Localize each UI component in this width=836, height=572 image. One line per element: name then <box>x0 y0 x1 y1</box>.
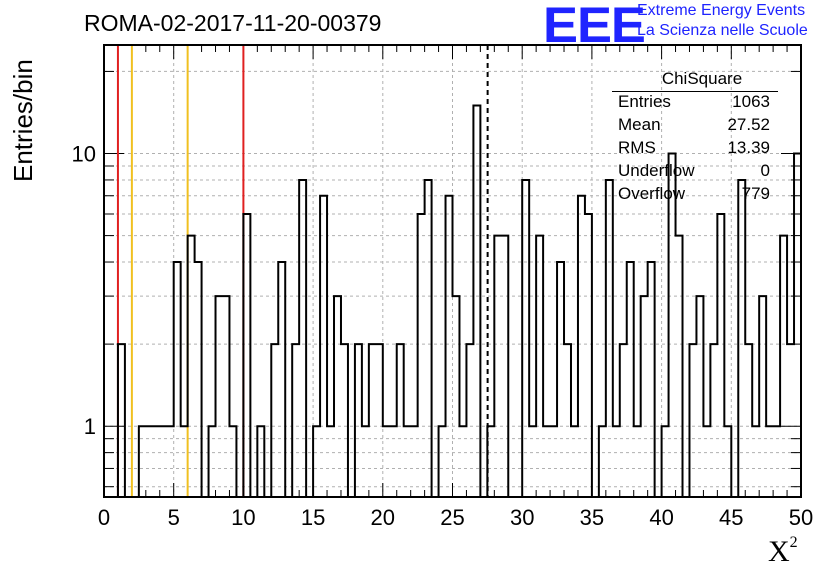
stats-label: Overflow <box>618 184 686 203</box>
logo-line-2: La Scienza nelle Scuole <box>637 22 808 39</box>
tick-labels-layer: 0 5 10 15 20 25 30 35 40 45 50 1 10 <box>72 142 814 530</box>
stats-label: RMS <box>618 138 656 157</box>
histogram-outline <box>104 104 801 498</box>
x-tick-label: 25 <box>440 505 464 530</box>
stats-value: 779 <box>741 184 770 203</box>
stats-value: 13.39 <box>727 138 770 157</box>
stats-row-entries: Entries 1063 <box>612 90 778 113</box>
x-axis-label-superscript: 2 <box>789 534 798 551</box>
stats-row-overflow: Overflow 779 <box>612 182 778 205</box>
stats-value: 1063 <box>732 92 770 111</box>
logo-line-1: Extreme Energy Events <box>637 2 806 19</box>
x-tick-label: 0 <box>98 505 110 530</box>
stats-label: Underflow <box>618 161 695 180</box>
x-axis-label: X2 <box>768 534 798 569</box>
stats-value: 27.52 <box>727 115 770 134</box>
x-tick-label: 50 <box>789 505 813 530</box>
x-tick-label: 10 <box>231 505 255 530</box>
plot-frame <box>103 44 802 498</box>
stats-box-divider <box>612 91 778 92</box>
stats-row-underflow: Underflow 0 <box>612 159 778 182</box>
y-tick-label: 10 <box>72 142 96 167</box>
stats-value: 0 <box>760 161 770 180</box>
eee-logo-mark: EEE <box>543 0 646 53</box>
stats-label: Entries <box>618 92 671 111</box>
stats-box: ChiSquare Entries 1063 Mean 27.52 RMS 13.39… <box>612 68 778 205</box>
stats-row-mean: Mean 27.52 <box>612 113 778 136</box>
x-tick-label: 30 <box>510 505 534 530</box>
stats-row-rms: RMS 13.39 <box>612 136 778 159</box>
stats-label: Mean <box>618 115 661 134</box>
x-tick-label: 40 <box>649 505 673 530</box>
y-tick-label: 1 <box>84 414 96 439</box>
x-tick-label: 35 <box>580 505 604 530</box>
x-axis-label-base: X <box>768 535 790 568</box>
x-tick-label: 5 <box>168 505 180 530</box>
x-tick-label: 15 <box>301 505 325 530</box>
chart-title: ROMA-02-2017-11-20-00379 <box>84 10 382 36</box>
y-axis-label: Entries/bin <box>8 59 38 182</box>
stats-box-title: ChiSquare <box>661 69 743 88</box>
x-tick-label: 45 <box>719 505 743 530</box>
x-tick-label: 20 <box>371 505 395 530</box>
